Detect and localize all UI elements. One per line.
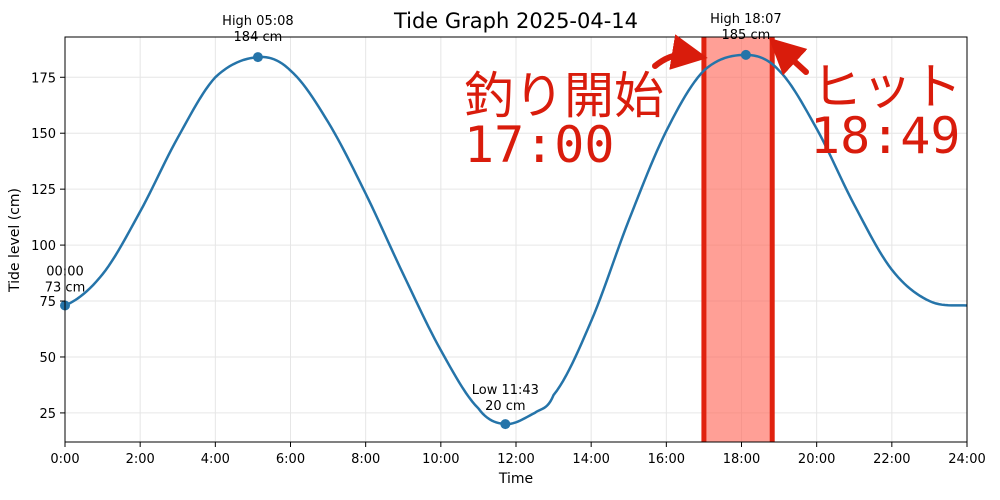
extremum-label-time: Low 11:43 — [472, 383, 539, 398]
x-tick-label: 16:00 — [648, 452, 685, 467]
tide-line-layer — [65, 53, 967, 426]
y-tick-label: 50 — [39, 351, 56, 366]
hit-arrow — [768, 37, 809, 76]
x-tick-label: 18:00 — [723, 452, 760, 467]
start-label: 釣り開始 — [464, 67, 664, 125]
extremum-label-level: 184 cm — [234, 30, 283, 45]
x-tick-label: 12:00 — [497, 452, 534, 467]
x-tick-label: 2:00 — [126, 452, 155, 467]
highlight-band — [703, 37, 773, 442]
x-tick-label: 20:00 — [798, 452, 835, 467]
start-time: 17:00 — [464, 116, 615, 174]
x-tick-label: 0:00 — [50, 452, 79, 467]
y-tick-label: 75 — [39, 295, 56, 310]
x-tick-label: 24:00 — [948, 452, 985, 467]
y-axis-label: Tide level (cm) — [7, 188, 23, 293]
y-tick-label: 150 — [31, 127, 56, 142]
extremum-point — [252, 52, 263, 63]
start-arrow — [652, 34, 708, 70]
x-tick-label: 14:00 — [572, 452, 609, 467]
fishing-annotations: 釣り開始 17:00 ヒット 18:49 — [464, 34, 962, 174]
extremum-label-level: 20 cm — [485, 399, 526, 414]
hit-label: ヒット — [812, 58, 962, 116]
y-tick-label: 100 — [31, 239, 56, 254]
x-tick-label: 22:00 — [873, 452, 910, 467]
tide-line — [65, 53, 967, 426]
x-axis-ticks: 0:00 2:00 4:00 6:00 8:00 10:00 12:00 14:00 16:00… — [50, 442, 986, 467]
y-tick-label: 25 — [39, 407, 56, 422]
fishing-period-highlight — [701, 37, 775, 442]
extremum-label-time: High 05:08 — [222, 14, 293, 29]
extremum-label-time: High 18:07 — [710, 12, 781, 27]
extremum-point — [500, 419, 511, 430]
hit-time: 18:49 — [810, 107, 961, 165]
y-tick-label: 125 — [31, 183, 56, 198]
extremum-label-level: 185 cm — [722, 28, 771, 43]
x-tick-label: 4:00 — [201, 452, 230, 467]
x-tick-label: 8:00 — [351, 452, 380, 467]
y-tick-label: 175 — [31, 71, 56, 86]
extremum-point — [740, 49, 751, 60]
y-axis-ticks: 25 50 75 100 125 150 175 — [31, 71, 65, 422]
chart-title: Tide Graph 2025-04-14 — [393, 9, 638, 33]
x-tick-label: 10:00 — [422, 452, 459, 467]
x-axis-label: Time — [498, 471, 533, 487]
x-tick-label: 6:00 — [276, 452, 305, 467]
